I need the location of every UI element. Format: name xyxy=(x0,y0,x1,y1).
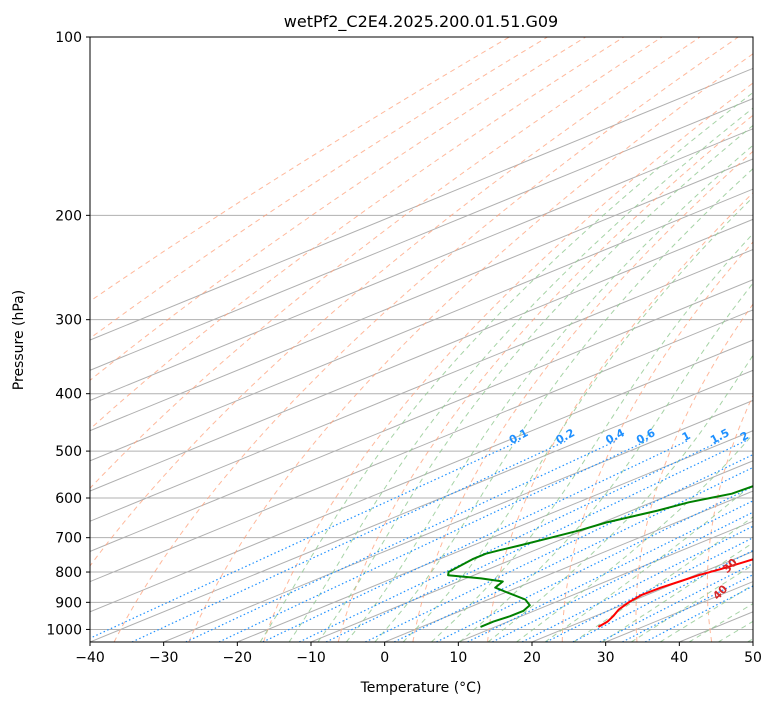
isotherm-gridline xyxy=(90,248,753,522)
isotherm-gridline xyxy=(163,399,753,642)
isotherm-gridline xyxy=(90,339,753,613)
y-tick-label: 300 xyxy=(55,313,82,329)
moist-adiabat-line xyxy=(402,196,753,642)
mixing-ratio-line xyxy=(546,537,753,642)
plot-frame xyxy=(89,36,754,643)
moist-adiabat-line xyxy=(573,516,753,642)
x-tick-label: 20 xyxy=(523,650,541,666)
moist-adiabat-line xyxy=(317,124,753,642)
y-axis-label: Pressure (hPa) xyxy=(11,290,27,390)
mixing-ratio-line xyxy=(218,440,648,642)
y-tick-label: 200 xyxy=(55,208,82,224)
dry-adiabat-line xyxy=(412,150,753,642)
grid-layer xyxy=(90,37,753,642)
dry-adiabat-line xyxy=(90,37,586,381)
y-axis: 100 200 300 400 500 600 700 800 900 1000 xyxy=(46,30,90,638)
moist-adiabat-line xyxy=(602,542,753,642)
dry-adiabat-line xyxy=(90,37,663,489)
x-tick-label: 0 xyxy=(380,650,389,666)
isotherm-gridline xyxy=(90,218,753,492)
mixing-ratio-line xyxy=(131,440,568,642)
dry-adiabat-line xyxy=(337,114,753,642)
mixing-ratio-line xyxy=(599,562,753,642)
y-tick-label: 1000 xyxy=(46,622,82,638)
moist-adiabat-line xyxy=(487,354,753,642)
moist-adiabat-line xyxy=(459,282,753,642)
isotherm-gridline xyxy=(90,279,753,552)
dry-adiabat-line xyxy=(113,37,739,642)
x-tick-label: 40 xyxy=(670,650,688,666)
y-tick-label: 400 xyxy=(55,387,82,403)
x-tick-label: −40 xyxy=(75,650,105,666)
y-tick-label: 800 xyxy=(55,565,82,581)
mixing-ratio-line xyxy=(262,440,689,642)
y-tick-label: 700 xyxy=(55,531,82,547)
data-layer xyxy=(447,485,753,628)
moist-adiabat-line xyxy=(374,167,753,642)
isopleth-label-layer: 0.10.20.40.611.52346810131620253036-100-… xyxy=(507,426,771,602)
isotherm-gridline xyxy=(90,98,753,371)
isotherm-gridline xyxy=(310,460,753,642)
x-tick-label: −10 xyxy=(296,650,326,666)
moist-adiabat-line xyxy=(259,91,753,642)
dry-adiabat-line xyxy=(188,53,753,642)
temperature-profile-line xyxy=(597,558,753,628)
dry-adiabat-line xyxy=(90,37,701,567)
dewpoint-profile-line xyxy=(447,485,753,628)
moist-adiabat-line xyxy=(288,107,753,642)
mixing-ratio-line xyxy=(436,485,753,642)
plot-area: 0.10.20.40.611.52346810131620253036-100-… xyxy=(90,37,771,642)
mixing-ratio-line xyxy=(185,440,618,642)
mixing-ratio-line xyxy=(325,440,747,642)
dry-adiabat-line xyxy=(263,82,753,642)
isotherm-gridline xyxy=(90,369,753,642)
x-axis: −40 −30 −20 −10 0 10 20 30 40 50 xyxy=(75,642,762,666)
isotherm-gridline xyxy=(237,430,753,642)
x-axis-label: Temperature (°C) xyxy=(360,680,482,696)
y-tick-label: 600 xyxy=(55,491,82,507)
dry-adiabat-line xyxy=(706,394,753,642)
isotherm-gridline xyxy=(90,309,753,583)
chart-title: wetPf2_C2E4.2025.200.01.51.G09 xyxy=(284,12,558,32)
isotherm-gridline xyxy=(90,128,753,402)
isotherm-gridline xyxy=(458,520,753,642)
isotherm-gridline xyxy=(90,67,753,341)
x-tick-label: −20 xyxy=(223,650,253,666)
x-tick-label: 10 xyxy=(449,650,467,666)
dry-adiabat-line xyxy=(90,37,625,430)
x-tick-label: 30 xyxy=(597,650,615,666)
dry-adiabat-line xyxy=(90,37,548,339)
y-tick-label: 900 xyxy=(55,595,82,611)
x-tick-label: −30 xyxy=(149,650,179,666)
mixing-ratio-line xyxy=(622,574,753,642)
y-tick-label: 500 xyxy=(55,444,82,460)
dry-adiabat-line xyxy=(90,37,510,302)
isotherm-gridline xyxy=(90,188,753,462)
isotherm-gridline xyxy=(384,490,753,642)
isotherm-gridline xyxy=(90,158,753,432)
y-tick-label: 100 xyxy=(55,30,82,46)
moist-adiabat-label: 20 xyxy=(751,528,771,548)
mixing-ratio-line xyxy=(644,585,753,642)
x-tick-label: 50 xyxy=(744,650,762,666)
